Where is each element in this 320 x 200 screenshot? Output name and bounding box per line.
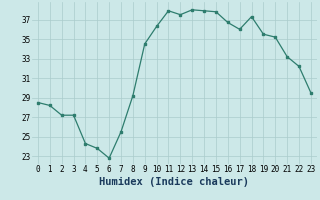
X-axis label: Humidex (Indice chaleur): Humidex (Indice chaleur) [100, 177, 249, 187]
